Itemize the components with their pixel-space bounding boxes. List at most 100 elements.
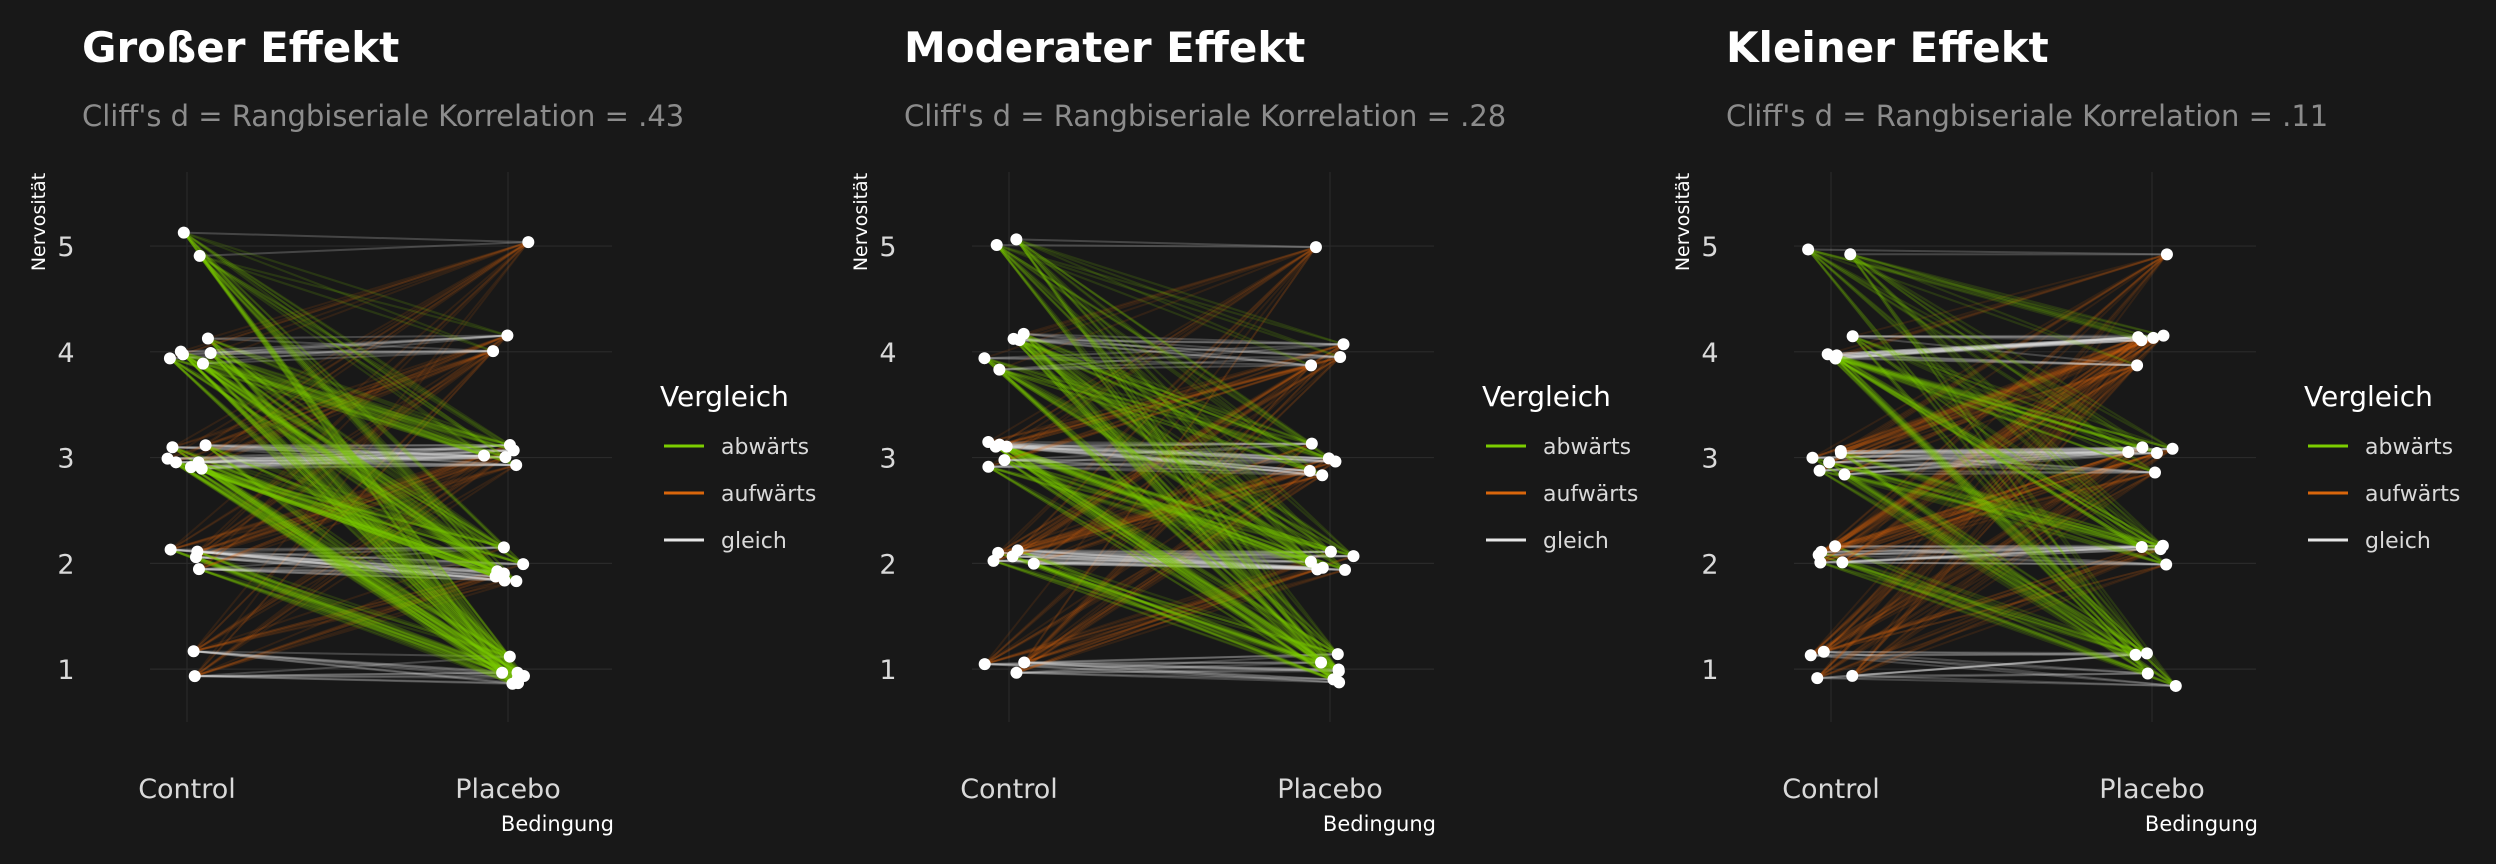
comparison-line bbox=[1033, 469, 1311, 565]
comparison-line bbox=[182, 231, 511, 658]
comparison-line bbox=[1834, 356, 2137, 656]
comparison-line bbox=[180, 350, 517, 467]
comparison-line bbox=[995, 244, 1335, 681]
comparison-line bbox=[1013, 246, 1317, 340]
comparison-line bbox=[987, 465, 1322, 664]
comparison-line bbox=[1006, 445, 1339, 656]
comparison-line bbox=[205, 334, 508, 447]
comparison-line bbox=[1819, 469, 2177, 687]
comparison-line bbox=[169, 357, 517, 467]
comparison-line bbox=[1849, 253, 2174, 450]
comparison-line bbox=[1851, 563, 2167, 677]
comparison-line bbox=[198, 350, 494, 464]
comparison-line bbox=[207, 337, 524, 565]
comparison-line bbox=[998, 368, 1340, 673]
comparison-line bbox=[1844, 471, 2155, 476]
comparison-line bbox=[1816, 544, 2164, 680]
comparison-line bbox=[169, 357, 506, 582]
comparison-line bbox=[180, 350, 519, 679]
comparison-line bbox=[169, 241, 529, 551]
comparison-line bbox=[196, 550, 519, 685]
comparison-line bbox=[1003, 459, 1322, 664]
comparison-line bbox=[987, 440, 1318, 571]
comparison-line bbox=[167, 454, 485, 460]
data-point-placebo bbox=[2147, 331, 2160, 344]
comparison-line bbox=[198, 461, 517, 467]
comparison-line bbox=[1840, 451, 2143, 549]
comparison-line bbox=[1836, 354, 2143, 548]
comparison-line bbox=[205, 241, 529, 447]
comparison-line bbox=[183, 231, 517, 466]
comparison-line bbox=[1003, 459, 1339, 656]
comparison-line bbox=[988, 440, 1323, 477]
comparison-line bbox=[1017, 549, 1340, 673]
comparison-line bbox=[998, 368, 1335, 681]
comparison-line bbox=[1834, 446, 2143, 548]
comparison-line bbox=[1019, 339, 1330, 460]
comparison-line bbox=[1023, 333, 1324, 569]
chart-subtitle: Cliff's d = Rangbiseriale Korrelation = … bbox=[1726, 99, 2328, 133]
data-point-control bbox=[1027, 557, 1040, 570]
comparison-line bbox=[172, 350, 494, 449]
comparison-line bbox=[1827, 353, 2158, 455]
comparison-line bbox=[193, 650, 513, 685]
comparison-line bbox=[1807, 248, 2129, 453]
comparison-line bbox=[1841, 339, 2143, 564]
comparison-line bbox=[995, 244, 1322, 664]
comparison-line bbox=[999, 368, 1323, 477]
comparison-line bbox=[1017, 549, 1340, 684]
comparison-line bbox=[1843, 253, 2168, 476]
comparison-line bbox=[1015, 238, 1323, 477]
comparison-line bbox=[1006, 445, 1340, 671]
comparison-line bbox=[172, 446, 514, 452]
comparison-line bbox=[175, 461, 503, 674]
comparison-line bbox=[169, 357, 506, 459]
comparison-line bbox=[1023, 333, 1332, 553]
comparison-line bbox=[1015, 238, 1311, 472]
comparison-line bbox=[1012, 555, 1322, 664]
comparison-line bbox=[1843, 473, 2137, 656]
comparison-line bbox=[1836, 354, 2138, 367]
comparison-line bbox=[201, 467, 505, 582]
comparison-line bbox=[1006, 356, 1341, 448]
comparison-line bbox=[195, 556, 503, 674]
comparison-line bbox=[1022, 333, 1335, 681]
comparison-line bbox=[997, 442, 1313, 554]
legend-entry: abwärts bbox=[721, 435, 809, 460]
comparison-line bbox=[207, 337, 506, 459]
comparison-line bbox=[183, 231, 524, 565]
comparison-line bbox=[195, 444, 511, 559]
comparison-line bbox=[1023, 332, 1311, 472]
comparison-line bbox=[1828, 461, 2148, 655]
comparison-line bbox=[996, 243, 1312, 367]
comparison-line bbox=[1012, 338, 1340, 671]
data-point-control bbox=[196, 357, 209, 370]
data-point-placebo bbox=[1305, 437, 1318, 450]
comparison-line bbox=[1033, 562, 1323, 569]
comparison-line bbox=[993, 559, 1340, 684]
comparison-line bbox=[190, 466, 496, 578]
comparison-line bbox=[205, 444, 497, 578]
comparison-line bbox=[1015, 238, 1312, 563]
comparison-line bbox=[1819, 336, 2139, 564]
comparison-line bbox=[1840, 452, 2177, 687]
comparison-line bbox=[204, 444, 519, 674]
comparison-line bbox=[195, 464, 517, 559]
comparison-line bbox=[207, 337, 517, 467]
comparison-line bbox=[1834, 336, 2139, 548]
comparison-line bbox=[1835, 544, 2163, 548]
comparison-line bbox=[1823, 471, 2156, 653]
comparison-line bbox=[1820, 561, 2136, 656]
comparison-line bbox=[1015, 470, 1311, 674]
comparison-line bbox=[182, 353, 497, 578]
data-point-placebo bbox=[2169, 679, 2182, 692]
comparison-line bbox=[987, 441, 1322, 664]
comparison-line bbox=[201, 454, 485, 470]
comparison-line bbox=[1841, 253, 2168, 564]
comparison-line bbox=[992, 364, 1312, 562]
comparison-line bbox=[995, 246, 1317, 448]
comparison-line bbox=[204, 444, 503, 674]
comparison-line bbox=[193, 570, 498, 653]
comparison-line bbox=[195, 456, 506, 559]
comparison-line bbox=[175, 350, 494, 464]
